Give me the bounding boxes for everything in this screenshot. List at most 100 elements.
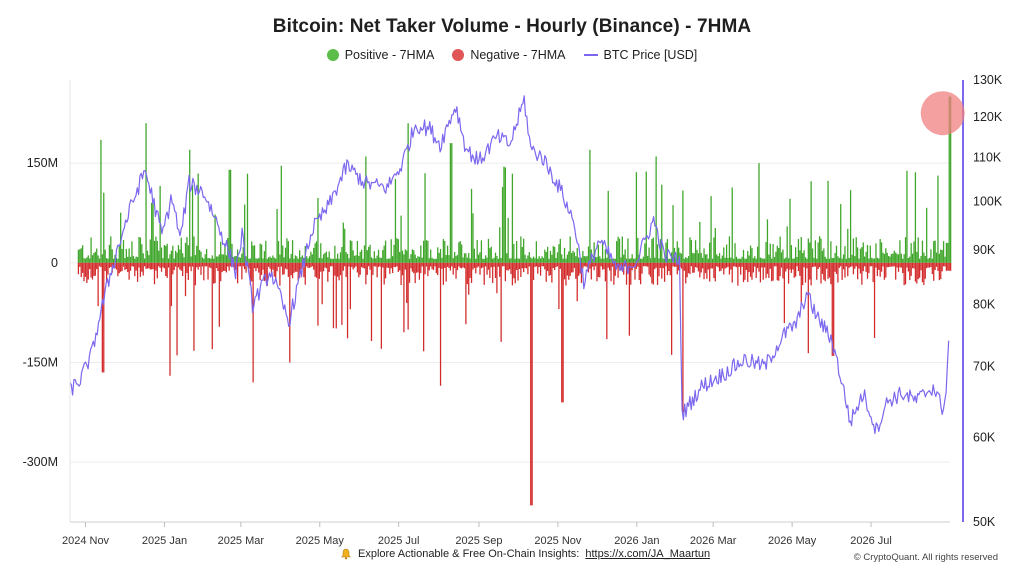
y-right-tick-label: 100K — [973, 194, 1003, 208]
positive-bar — [129, 256, 132, 263]
negative-bar — [280, 262, 282, 267]
negative-bar — [297, 262, 299, 281]
positive-bar — [710, 196, 712, 263]
negative-bar — [222, 262, 225, 271]
negative-bar — [847, 262, 849, 277]
positive-bar — [472, 213, 474, 263]
positive-bar — [486, 257, 488, 263]
positive-bar — [463, 253, 466, 263]
positive-bar — [174, 250, 177, 263]
positive-bar — [468, 252, 470, 263]
negative-bar — [515, 262, 518, 270]
negative-bar — [255, 262, 257, 272]
negative-bar — [380, 262, 382, 349]
positive-bar — [469, 258, 471, 263]
positive-bar — [201, 257, 204, 263]
positive-bar — [856, 247, 859, 263]
negative-bar — [600, 262, 602, 267]
negative-bar — [693, 262, 695, 273]
positive-bar — [437, 247, 439, 263]
positive-bar — [762, 258, 764, 263]
negative-bar — [632, 262, 635, 268]
positive-bar — [184, 242, 187, 263]
negative-bar — [921, 262, 924, 283]
negative-bar — [686, 262, 688, 278]
positive-bar — [521, 246, 523, 263]
legend-item-positive[interactable]: Positive - 7HMA — [326, 48, 434, 62]
negative-bar — [456, 262, 459, 271]
positive-bar — [483, 258, 485, 263]
positive-bar — [90, 237, 92, 263]
positive-bar — [865, 251, 867, 263]
negative-bar — [189, 262, 191, 267]
positive-bar — [927, 258, 929, 263]
negative-bar — [603, 262, 605, 270]
positive-bar — [552, 246, 554, 263]
positive-bar — [169, 254, 171, 263]
positive-bar — [172, 245, 174, 263]
positive-bar — [308, 256, 311, 263]
positive-bar — [577, 257, 580, 263]
positive-bar — [627, 238, 629, 263]
negative-bar — [672, 262, 674, 267]
positive-bar — [393, 244, 395, 263]
negative-bar — [809, 262, 811, 280]
legend-item-price[interactable]: BTC Price [USD] — [583, 48, 697, 62]
positive-bar — [535, 241, 538, 263]
positive-bar — [406, 250, 408, 263]
positive-bar — [654, 257, 656, 263]
negative-bar — [414, 262, 416, 284]
positive-bar — [376, 255, 378, 263]
negative-bar — [331, 262, 333, 267]
negative-bar — [717, 262, 719, 268]
legend-item-negative[interactable]: Negative - 7HMA — [452, 48, 566, 62]
positive-bar — [391, 256, 394, 263]
negative-bar — [282, 262, 284, 275]
negative-bar — [81, 262, 84, 273]
negative-bar — [418, 262, 421, 280]
negative-bar — [165, 262, 167, 277]
negative-bar — [152, 262, 154, 270]
negative-bar — [179, 262, 181, 270]
negative-bar — [917, 262, 919, 280]
negative-bar — [879, 262, 881, 277]
positive-bar — [262, 258, 264, 263]
negative-bar — [205, 262, 208, 267]
negative-bar — [182, 262, 184, 276]
negative-bar — [569, 262, 571, 276]
positive-bar — [510, 258, 512, 263]
positive-bar — [200, 251, 202, 263]
negative-bar — [806, 262, 808, 269]
negative-bar — [561, 262, 563, 403]
positive-bar — [338, 258, 340, 263]
negative-bar — [628, 262, 631, 336]
negative-bar — [748, 262, 750, 273]
negative-bar — [108, 262, 111, 268]
negative-bar — [420, 262, 422, 274]
positive-bar — [289, 258, 291, 263]
positive-bar — [716, 254, 718, 263]
negative-bar — [589, 262, 591, 269]
positive-bar — [696, 249, 698, 263]
positive-bar — [717, 256, 719, 263]
negative-bar — [548, 262, 550, 276]
positive-bar — [456, 255, 459, 263]
positive-bar — [183, 257, 185, 263]
positive-bar — [703, 248, 705, 263]
negative-bar — [163, 262, 165, 269]
negative-bar — [697, 262, 700, 272]
negative-bar — [410, 262, 412, 269]
positive-bar — [342, 222, 344, 263]
positive-bar — [868, 258, 870, 263]
negative-bar — [424, 262, 426, 275]
negative-bar — [596, 262, 598, 282]
negative-bar — [776, 262, 778, 281]
positive-bar — [597, 244, 600, 263]
positive-bar — [792, 258, 794, 263]
negative-bar — [339, 262, 342, 276]
footer-link[interactable]: https://x.com/JA_Maartun — [585, 548, 711, 560]
positive-bar — [714, 228, 716, 263]
negative-bar — [91, 262, 94, 280]
negative-bar — [115, 262, 118, 270]
negative-bar — [118, 262, 120, 274]
